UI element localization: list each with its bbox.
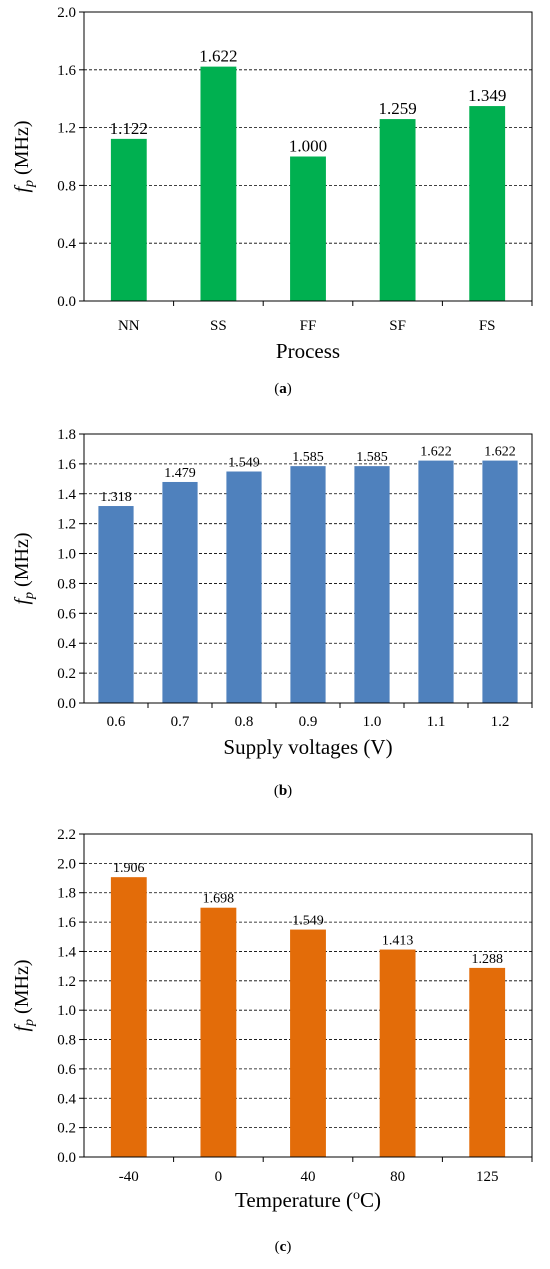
- bar: [482, 460, 518, 703]
- y-tick-label: 0.0: [57, 1150, 76, 1166]
- y-tick-label: 0.6: [57, 606, 76, 622]
- panel-caption: (a): [274, 381, 292, 397]
- x-tick-label: SS: [210, 318, 227, 334]
- y-tick-label: 0.8: [57, 1033, 76, 1049]
- data-label: 1.622: [420, 445, 452, 460]
- data-label: 1.585: [292, 450, 324, 465]
- bar: [379, 119, 416, 302]
- y-tick-label: 1.2: [57, 517, 76, 533]
- y-axis-title: fp (MHz): [11, 121, 37, 193]
- data-label: 1.259: [378, 99, 416, 118]
- bar: [354, 466, 390, 703]
- bar: [200, 66, 237, 301]
- y-tick-label: 1.0: [57, 547, 76, 563]
- y-tick-label: 0.0: [57, 294, 76, 310]
- plot-frame: [83, 433, 533, 704]
- bar: [469, 967, 506, 1157]
- y-tick-label: 0.2: [57, 1121, 76, 1137]
- x-tick-label: 40: [301, 1169, 316, 1185]
- y-tick-label: 1.6: [57, 915, 76, 931]
- data-label: 1.479: [164, 466, 196, 481]
- y-tick-label: 1.2: [57, 121, 76, 137]
- y-tick-label: 1.2: [57, 974, 76, 990]
- x-axis-title: Process: [276, 339, 340, 363]
- x-axis-title: Temperature (oC): [235, 1188, 381, 1212]
- x-tick-label: NN: [118, 318, 140, 334]
- bar: [200, 907, 237, 1157]
- bar: [469, 106, 506, 301]
- x-tick-label: 0: [215, 1169, 223, 1185]
- data-label: 1.549: [228, 456, 260, 471]
- y-axis-title: fp (MHz): [11, 533, 37, 605]
- y-tick-label: 2.2: [57, 827, 76, 843]
- x-tick-label: FS: [479, 318, 496, 334]
- x-tick-label: SF: [389, 318, 406, 334]
- x-tick-label: -40: [119, 1169, 139, 1185]
- data-label: 1.288: [471, 952, 503, 967]
- bar: [110, 138, 147, 301]
- y-tick-label: 1.6: [57, 457, 76, 473]
- data-label: 1.349: [468, 86, 506, 105]
- chart-panel-a: 0.0 0.4 0.8 1.2 1.6 2.0 1.122 NN 1.622 SS 1.000 FF 1…: [11, 5, 533, 397]
- x-tick-label: 1.1: [427, 714, 446, 730]
- bar: [379, 949, 416, 1157]
- x-tick-label: 80: [390, 1169, 405, 1185]
- data-label: 1.906: [113, 861, 145, 876]
- x-tick-label: 0.6: [107, 714, 126, 730]
- y-axis-title: fp (MHz): [11, 960, 37, 1032]
- y-tick-label: 0.2: [57, 666, 76, 682]
- data-label: 1.549: [292, 914, 324, 929]
- bar: [162, 481, 198, 703]
- x-tick-label: 0.9: [299, 714, 318, 730]
- y-tick-label: 0.8: [57, 178, 76, 194]
- data-label: 1.698: [203, 892, 235, 907]
- bar: [226, 471, 262, 703]
- data-label: 1.413: [382, 934, 414, 949]
- chart-panel-c: 0.0 0.2 0.4 0.6 0.8 1.0 1.2 1.4 1.6 1.8 2.0 2.2 1.90…: [11, 827, 533, 1255]
- x-tick-label: 125: [476, 1169, 499, 1185]
- x-tick-label: 1.0: [363, 714, 382, 730]
- y-tick-label: 0.4: [57, 636, 76, 652]
- x-tick-label: 0.8: [235, 714, 254, 730]
- plot-frame: [83, 11, 533, 302]
- data-label: 1.318: [100, 490, 132, 505]
- y-tick-label: 1.8: [57, 427, 76, 443]
- panel-caption: (c): [275, 1239, 292, 1255]
- bar: [98, 506, 134, 703]
- chart-panel-b: 0.0 0.2 0.4 0.6 0.8 1.0 1.2 1.4 1.6 1.8 1.318 0.6 1.…: [11, 427, 533, 799]
- y-tick-label: 1.8: [57, 886, 76, 902]
- data-label: 1.000: [289, 137, 327, 156]
- bar: [290, 466, 326, 703]
- y-tick-label: 1.0: [57, 1003, 76, 1019]
- y-tick-label: 0.6: [57, 1062, 76, 1078]
- x-tick-label: 0.7: [171, 714, 190, 730]
- data-label: 1.622: [484, 445, 516, 460]
- data-label: 1.122: [110, 119, 148, 138]
- data-label: 1.622: [199, 47, 237, 66]
- bar: [110, 877, 147, 1157]
- y-tick-label: 0.4: [57, 236, 76, 252]
- y-tick-label: 1.4: [57, 487, 76, 503]
- data-label: 1.585: [356, 450, 388, 465]
- y-tick-label: 2.0: [57, 5, 76, 21]
- y-tick-label: 1.6: [57, 63, 76, 79]
- bar: [418, 460, 454, 703]
- x-axis-title: Supply voltages (V): [223, 735, 392, 759]
- y-tick-label: 2.0: [57, 856, 76, 872]
- y-tick-label: 1.4: [57, 944, 76, 960]
- y-tick-label: 0.4: [57, 1091, 76, 1107]
- plot-frame: [83, 833, 533, 1158]
- y-tick-label: 0.0: [57, 696, 76, 712]
- bar: [290, 929, 326, 1157]
- x-tick-label: 1.2: [491, 714, 510, 730]
- panel-caption: (b): [274, 783, 292, 799]
- bar: [290, 156, 326, 301]
- y-tick-label: 0.8: [57, 576, 76, 592]
- x-tick-label: FF: [300, 318, 317, 334]
